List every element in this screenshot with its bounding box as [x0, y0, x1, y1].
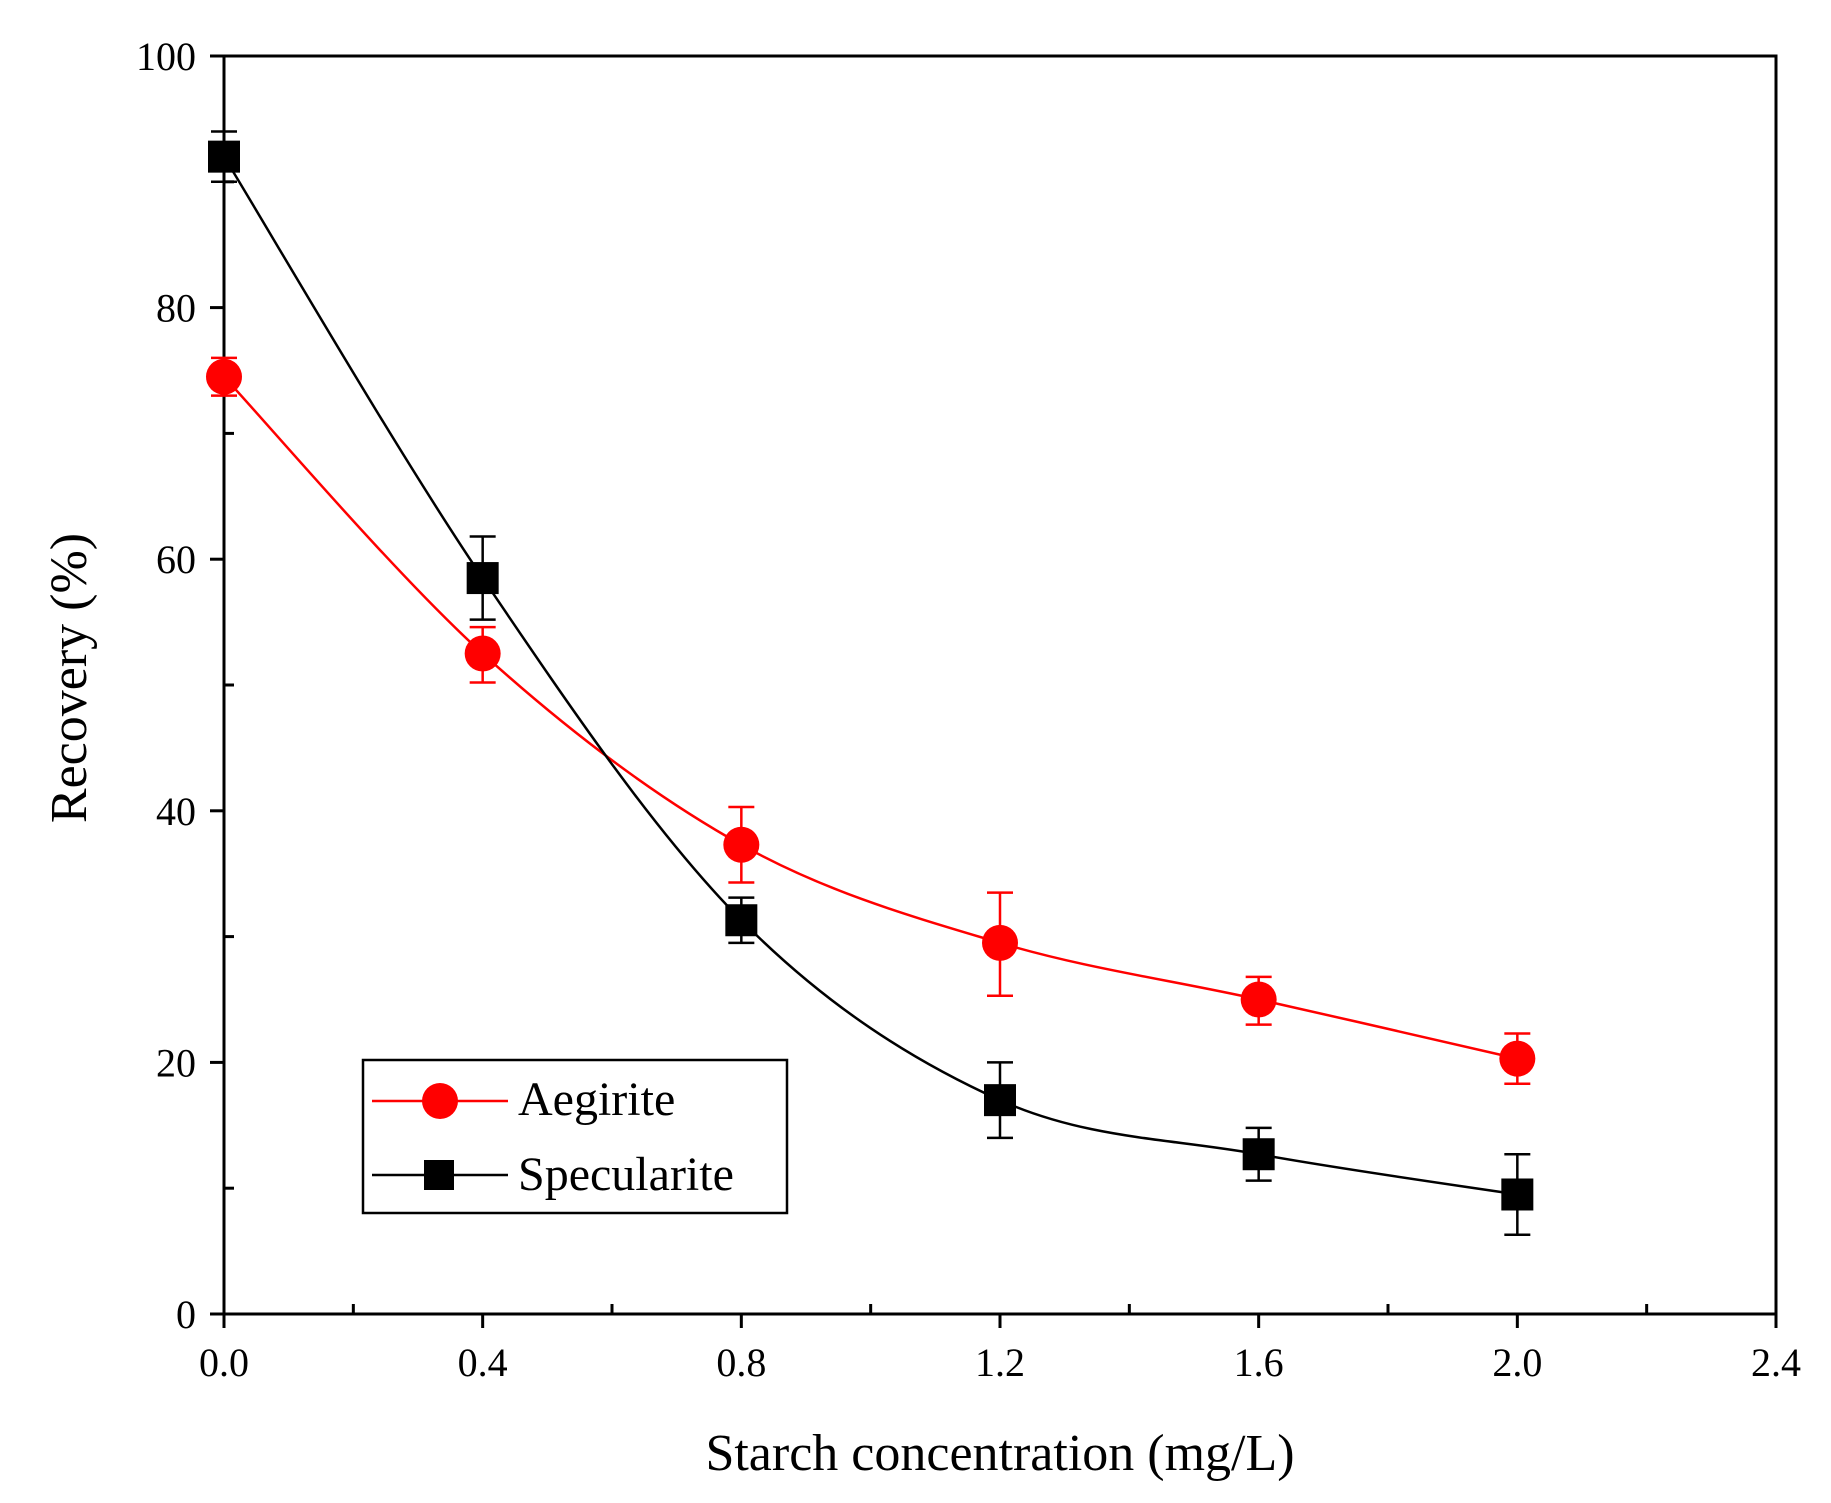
series-line: [222, 155, 1518, 1196]
data-point: [1240, 981, 1277, 1018]
series-line: [223, 375, 1518, 1060]
data-point: [466, 562, 499, 595]
legend: Aegirite Specularite: [361, 1058, 789, 1215]
data-point: [723, 826, 760, 863]
data-point: [1242, 1138, 1275, 1171]
x-tick-label: 0.4: [458, 1340, 508, 1385]
legend-marker: [424, 1160, 454, 1190]
y-tick-label: 80: [156, 286, 196, 331]
legend-label-specularite: Specularite: [518, 1148, 734, 1201]
data-point: [725, 904, 758, 937]
x-tick-label: 0.8: [716, 1340, 766, 1385]
data-point: [208, 140, 240, 173]
legend-label-aegirite: Aegirite: [518, 1073, 675, 1126]
data-point: [206, 358, 242, 395]
x-tick-label: 2.4: [1751, 1340, 1801, 1385]
y-tick-label: 60: [156, 537, 196, 582]
x-tick-label: 1.6: [1234, 1340, 1284, 1385]
legend-marker: [422, 1083, 458, 1119]
data-point: [1499, 1040, 1536, 1077]
data-point: [982, 924, 1018, 961]
data-point: [464, 635, 501, 672]
series-layer: [206, 130, 1536, 1236]
y-tick-label: 40: [156, 789, 196, 834]
series-specularite: [208, 130, 1534, 1236]
series-aegirite: [206, 356, 1536, 1086]
y-tick-label: 100: [136, 34, 196, 79]
x-tick-label: 2.0: [1492, 1340, 1542, 1385]
data-point: [984, 1084, 1016, 1117]
data-point: [1501, 1178, 1534, 1211]
y-tick-label: 20: [156, 1040, 196, 1085]
y-axis-title: Recovery (%): [41, 533, 98, 823]
x-axis-title: Starch concentration (mg/L): [705, 1425, 1294, 1482]
tick-labels-layer: 0.0 0.4 0.8 1.2 1.6 2.0 2.4 0 20 40 60 80 100: [136, 34, 1801, 1385]
legend-entries: [372, 1083, 508, 1190]
y-tick-label: 0: [176, 1292, 196, 1337]
x-tick-label: 0.0: [199, 1340, 249, 1385]
x-tick-label: 1.2: [975, 1340, 1025, 1385]
